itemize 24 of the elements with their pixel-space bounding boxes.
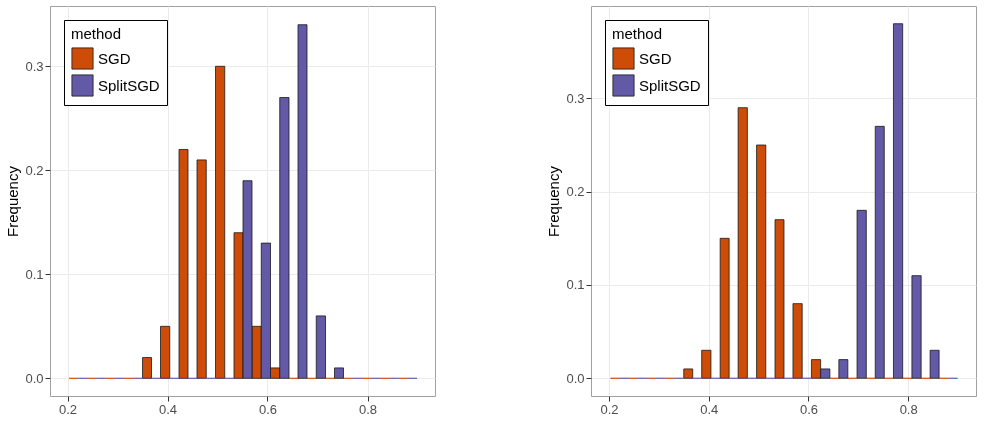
y-axis-title: Frequency — [545, 165, 563, 237]
x-tick-label: 0.4 — [700, 401, 719, 417]
x-tick-label: 0.2 — [600, 401, 619, 417]
y-tick-label: 0.0 — [566, 370, 585, 386]
x-tick-label: 0.4 — [158, 401, 178, 417]
y-tick-label: 0.2 — [566, 184, 585, 200]
legend-label: SGD — [98, 49, 131, 67]
x-tick-label: 0.8 — [358, 401, 378, 417]
x-tick-label: 0.6 — [258, 401, 278, 417]
x-tick-label: 0.2 — [58, 401, 78, 417]
y-tick-label: 0.2 — [25, 162, 44, 178]
legend-title: method — [71, 25, 122, 42]
legend-label: SplitSGD — [639, 76, 701, 94]
y-tick-label: 0.3 — [566, 90, 585, 106]
legend-label: SGD — [639, 49, 672, 67]
legend-title: method — [612, 25, 663, 42]
x-tick-label: 0.6 — [799, 401, 818, 417]
y-tick-label: 0.1 — [25, 266, 44, 282]
y-tick-label: 0.1 — [566, 277, 585, 293]
x-tick-label: 0.8 — [899, 401, 918, 417]
y-tick-label: 0.3 — [25, 58, 44, 74]
y-axis-title: Frequency — [4, 165, 22, 237]
legend-label: SplitSGD — [98, 76, 160, 94]
y-tick-label: 0.0 — [25, 370, 44, 386]
